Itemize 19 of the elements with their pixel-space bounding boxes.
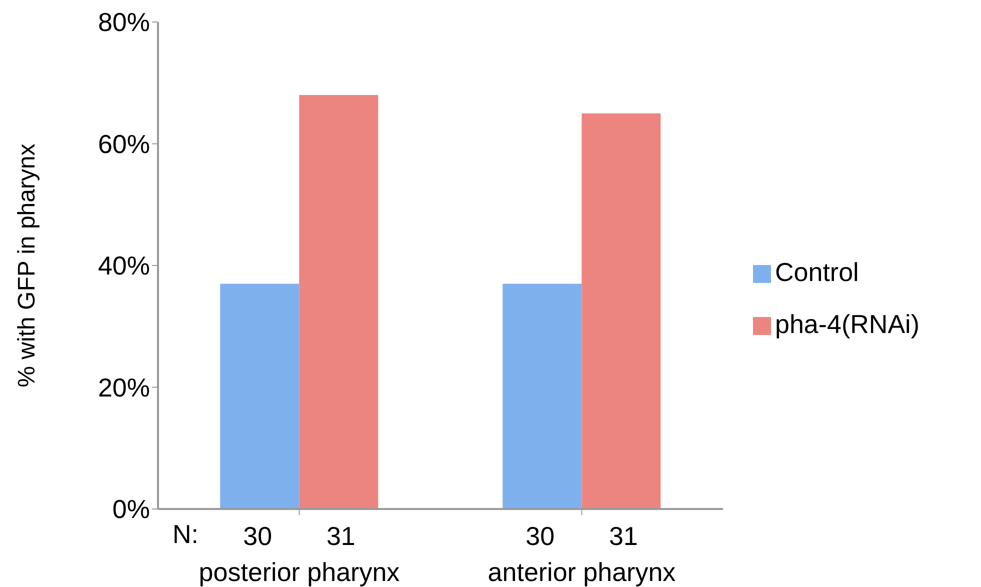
text: 31 [326, 521, 356, 551]
y-tick-label: 80% [98, 7, 150, 38]
y-tick-label: 40% [98, 250, 150, 281]
x-tick-label: anterior pharynx [488, 557, 676, 587]
legend-label: Control [775, 256, 859, 286]
bar [220, 284, 300, 509]
text: 31 [608, 521, 638, 551]
y-tick-label: 20% [98, 372, 150, 402]
bar [582, 113, 661, 509]
y-axis-title: % with GFP in pharynx [14, 144, 41, 388]
bar [502, 284, 582, 509]
legend-label: pha-4(RNAi) [775, 308, 920, 338]
x-tick-label: posterior pharynx [198, 557, 400, 587]
text: N: [172, 519, 198, 549]
text: 30 [526, 521, 555, 551]
y-tick-label: 0% [112, 494, 150, 524]
bar [299, 95, 378, 509]
y-tick-label: 60% [98, 128, 150, 159]
text: 30 [243, 521, 272, 551]
